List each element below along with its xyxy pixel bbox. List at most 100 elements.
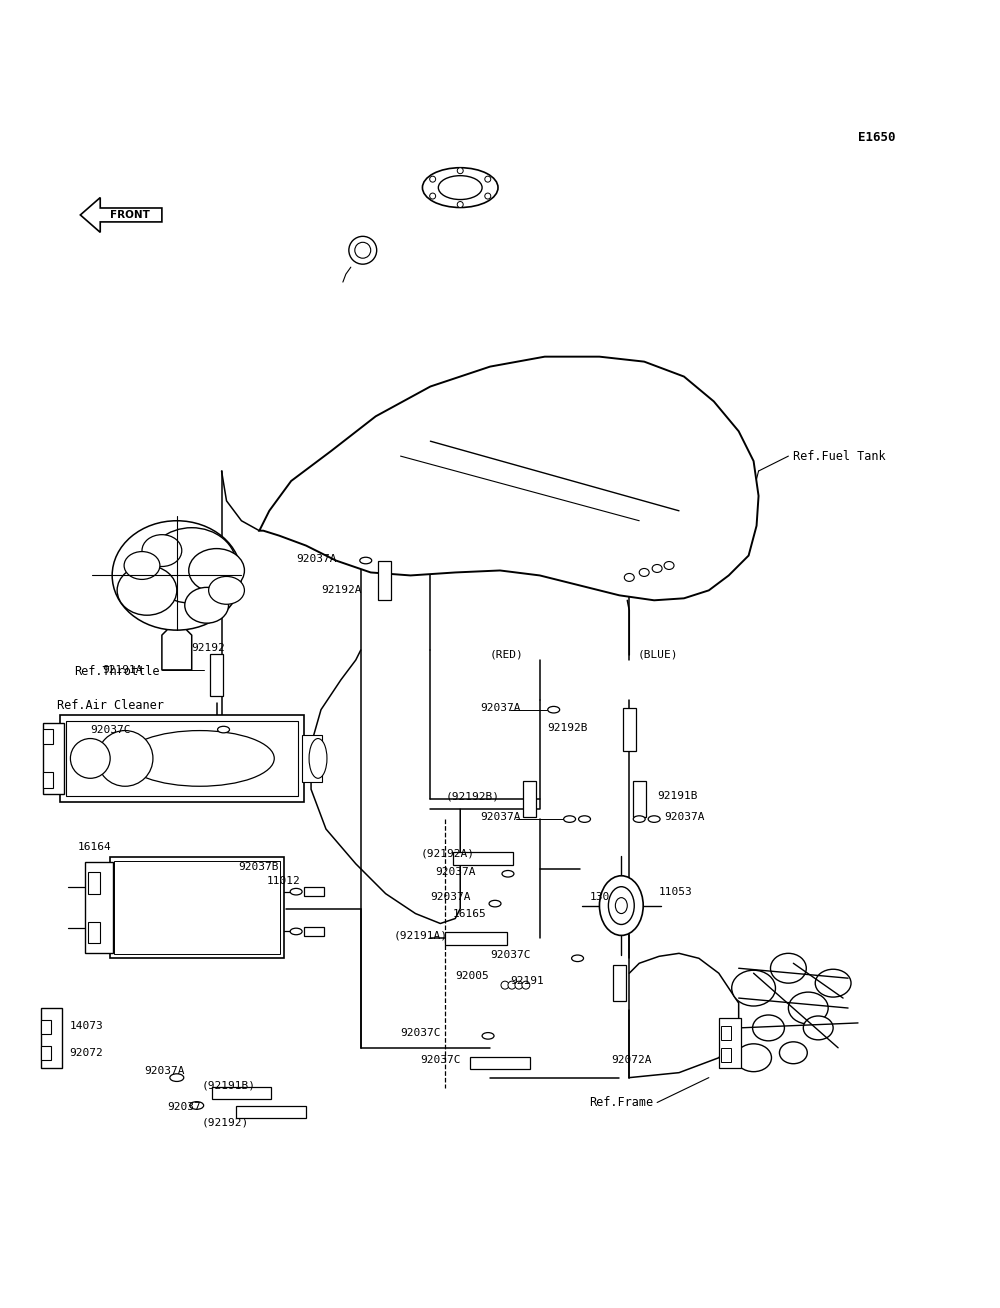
Bar — [41, 1020, 51, 1033]
Ellipse shape — [147, 527, 236, 603]
Text: Ref.Air Cleaner: Ref.Air Cleaner — [57, 700, 164, 713]
Text: (92192): (92192) — [202, 1117, 249, 1127]
Ellipse shape — [438, 175, 482, 200]
Ellipse shape — [185, 587, 229, 623]
Bar — [43, 729, 52, 744]
Text: 92192B: 92192B — [548, 722, 588, 732]
Bar — [88, 922, 100, 943]
Bar — [719, 1018, 741, 1067]
Ellipse shape — [652, 565, 662, 573]
Text: 92037A: 92037A — [296, 553, 337, 564]
Bar — [41, 1046, 51, 1059]
Text: Ref.Fuel Tank: Ref.Fuel Tank — [793, 450, 886, 463]
Text: 92037B: 92037B — [238, 862, 279, 872]
Ellipse shape — [349, 237, 377, 264]
Ellipse shape — [502, 871, 514, 878]
Ellipse shape — [70, 739, 110, 778]
Ellipse shape — [190, 1101, 204, 1109]
Ellipse shape — [548, 706, 560, 713]
Ellipse shape — [430, 177, 436, 182]
Ellipse shape — [290, 929, 302, 935]
Ellipse shape — [457, 201, 463, 208]
Ellipse shape — [290, 888, 302, 895]
Text: 92037A: 92037A — [480, 702, 521, 713]
Text: 92191A: 92191A — [102, 664, 143, 675]
Ellipse shape — [572, 955, 584, 961]
Bar — [304, 887, 324, 896]
Bar — [66, 721, 298, 797]
Bar — [110, 857, 284, 959]
Ellipse shape — [803, 1016, 833, 1040]
Ellipse shape — [489, 900, 501, 906]
Text: 16165: 16165 — [452, 909, 486, 918]
Text: FRONT: FRONT — [110, 211, 150, 220]
Text: 92037C: 92037C — [420, 1054, 461, 1065]
Bar — [212, 1087, 271, 1099]
Polygon shape — [259, 357, 759, 600]
Ellipse shape — [648, 816, 660, 823]
Ellipse shape — [125, 731, 274, 786]
Ellipse shape — [815, 969, 851, 997]
Bar — [523, 781, 536, 818]
Bar — [633, 781, 646, 818]
Ellipse shape — [515, 981, 523, 989]
Ellipse shape — [615, 897, 627, 913]
Bar — [378, 561, 391, 600]
Text: 92037A: 92037A — [430, 892, 471, 901]
Ellipse shape — [508, 981, 516, 989]
Bar — [85, 862, 113, 954]
Text: 92192: 92192 — [192, 644, 225, 653]
Ellipse shape — [779, 1042, 807, 1063]
Bar — [236, 1107, 306, 1118]
Ellipse shape — [522, 981, 530, 989]
Ellipse shape — [355, 242, 371, 258]
Ellipse shape — [482, 1032, 494, 1039]
Bar — [445, 931, 507, 944]
Bar — [43, 722, 64, 794]
Text: 130: 130 — [590, 892, 610, 901]
Text: 11053: 11053 — [659, 887, 693, 897]
Ellipse shape — [664, 561, 674, 569]
Text: E1650: E1650 — [858, 131, 896, 144]
Text: Ref.Frame: Ref.Frame — [590, 1096, 654, 1109]
Ellipse shape — [124, 552, 160, 579]
Ellipse shape — [142, 535, 182, 566]
Ellipse shape — [599, 876, 643, 935]
Bar — [210, 654, 223, 696]
Text: (92191B): (92191B) — [202, 1080, 256, 1091]
Text: 92192A: 92192A — [321, 586, 362, 595]
Ellipse shape — [117, 565, 177, 615]
Text: 92037: 92037 — [167, 1103, 201, 1113]
Text: (92192A): (92192A) — [420, 849, 474, 859]
Text: 92037C: 92037C — [401, 1028, 441, 1037]
Text: 92072: 92072 — [69, 1048, 103, 1058]
Bar — [43, 772, 52, 789]
Ellipse shape — [639, 569, 649, 577]
Ellipse shape — [788, 991, 828, 1024]
Text: 92037C: 92037C — [490, 951, 531, 960]
Text: (BLUE): (BLUE) — [637, 650, 678, 661]
Ellipse shape — [360, 557, 372, 564]
Ellipse shape — [501, 981, 509, 989]
Ellipse shape — [485, 194, 491, 199]
Ellipse shape — [97, 731, 153, 786]
Text: 92037A: 92037A — [480, 812, 521, 823]
Ellipse shape — [624, 573, 634, 581]
Bar — [453, 853, 513, 866]
Ellipse shape — [485, 177, 491, 182]
Text: 11012: 11012 — [266, 876, 300, 886]
Text: 92037A: 92037A — [664, 812, 705, 823]
Text: (92192B): (92192B) — [445, 791, 499, 802]
Bar — [88, 872, 100, 893]
Bar — [721, 1025, 731, 1040]
Text: 14073: 14073 — [69, 1022, 103, 1031]
Bar — [470, 1057, 530, 1069]
Ellipse shape — [736, 1044, 771, 1071]
Text: 92037C: 92037C — [90, 725, 131, 735]
Bar — [302, 735, 322, 782]
Text: 16164: 16164 — [77, 842, 111, 852]
Ellipse shape — [732, 971, 775, 1006]
Bar — [613, 965, 626, 1001]
Ellipse shape — [170, 1074, 184, 1082]
Bar — [304, 927, 324, 937]
